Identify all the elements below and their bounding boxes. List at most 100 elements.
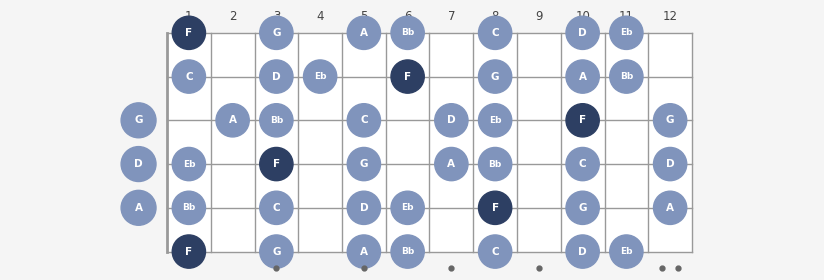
Text: F: F [579,115,586,125]
Text: D: D [134,159,143,169]
Circle shape [172,16,205,50]
Text: G: G [491,72,499,81]
Text: A: A [447,159,456,169]
Circle shape [121,147,156,181]
Text: Eb: Eb [489,116,501,125]
Circle shape [566,191,599,225]
Circle shape [610,60,643,93]
Text: G: G [578,203,587,213]
Text: A: A [666,203,674,213]
Circle shape [391,60,424,93]
Text: C: C [360,115,368,125]
Circle shape [347,235,381,268]
Circle shape [347,16,381,50]
Text: 6: 6 [404,10,411,23]
Text: F: F [404,72,411,81]
Bar [167,33,692,251]
Text: C: C [491,247,499,256]
Circle shape [172,60,205,93]
Circle shape [260,104,293,137]
Text: A: A [578,72,587,81]
Text: Eb: Eb [314,72,326,81]
Text: 4: 4 [316,10,324,23]
Text: F: F [185,28,193,38]
Text: 10: 10 [575,10,590,23]
Text: A: A [134,203,143,213]
Text: Bb: Bb [401,28,414,37]
Circle shape [216,104,249,137]
Circle shape [566,104,599,137]
Text: Bb: Bb [269,116,283,125]
Circle shape [610,235,643,268]
Circle shape [260,148,293,181]
Text: C: C [491,28,499,38]
Text: Bb: Bb [401,247,414,256]
Circle shape [172,235,205,268]
Text: D: D [578,247,587,256]
Text: 1: 1 [185,10,193,23]
Text: D: D [272,72,281,81]
Circle shape [479,235,512,268]
Text: 2: 2 [229,10,236,23]
Circle shape [435,148,468,181]
Text: G: G [359,159,368,169]
Text: D: D [359,203,368,213]
Text: 3: 3 [273,10,280,23]
Text: Bb: Bb [620,72,633,81]
Text: F: F [185,247,193,256]
Circle shape [121,190,156,225]
Circle shape [479,16,512,50]
Text: Eb: Eb [401,203,414,212]
Text: C: C [185,72,193,81]
Circle shape [566,148,599,181]
Text: Eb: Eb [620,247,633,256]
Circle shape [479,104,512,137]
Circle shape [172,148,205,181]
Circle shape [479,191,512,225]
Text: A: A [228,115,236,125]
Text: 9: 9 [535,10,543,23]
Circle shape [610,16,643,50]
Circle shape [347,191,381,225]
Circle shape [303,60,337,93]
Text: Eb: Eb [183,160,195,169]
Text: C: C [273,203,280,213]
Circle shape [566,60,599,93]
Text: Bb: Bb [182,203,195,212]
Circle shape [260,16,293,50]
Text: G: G [272,28,281,38]
Circle shape [121,103,156,138]
Circle shape [260,60,293,93]
Text: 11: 11 [619,10,634,23]
Circle shape [653,191,686,225]
Text: C: C [578,159,587,169]
Text: Eb: Eb [620,28,633,37]
Text: D: D [666,159,674,169]
Circle shape [435,104,468,137]
Circle shape [566,16,599,50]
Text: G: G [666,115,674,125]
Circle shape [347,148,381,181]
Text: F: F [492,203,499,213]
Text: Bb: Bb [489,160,502,169]
Text: 8: 8 [491,10,499,23]
Circle shape [653,148,686,181]
Circle shape [260,235,293,268]
Circle shape [566,235,599,268]
Text: 5: 5 [360,10,368,23]
Circle shape [391,191,424,225]
Text: F: F [273,159,280,169]
Circle shape [653,104,686,137]
Circle shape [172,191,205,225]
Text: A: A [360,247,368,256]
Circle shape [479,60,512,93]
Circle shape [260,191,293,225]
Circle shape [391,235,424,268]
Circle shape [479,148,512,181]
Circle shape [391,16,424,50]
Text: D: D [447,115,456,125]
Text: 7: 7 [447,10,455,23]
Text: G: G [134,115,143,125]
Circle shape [347,104,381,137]
Text: A: A [360,28,368,38]
